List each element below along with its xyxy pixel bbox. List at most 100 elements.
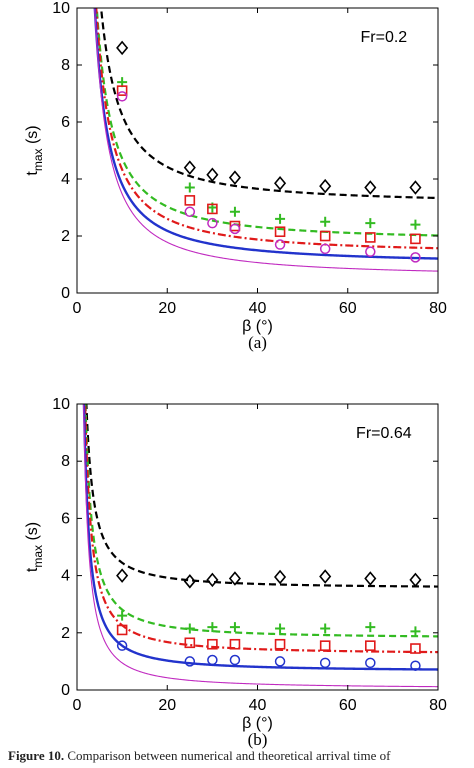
panel-b-annotation: Fr=0.64 [356,425,412,442]
panel-b-ytick-label: 2 [61,625,70,642]
panel-a-series-2-point [410,233,421,245]
panel-b-xtick-label: 0 [73,697,82,714]
panel-b-series-2-point [229,638,241,650]
panel-a-xtick-label: 20 [158,300,176,317]
panel-a-series-1-point [229,206,240,217]
panel-b-series-1-point [229,622,240,633]
panel-a-series-4-curve [94,8,438,272]
panel-a-series-0-point [228,170,241,185]
panel-b-series-1-curve [84,404,438,638]
panel-b-series-3-point [410,660,421,671]
panel-b-series-3-point [184,656,196,667]
panel-b-series-2-point [116,624,128,636]
caption-text: Comparison between numerical and theoret… [64,748,391,763]
panel-b-ylabel-unit: (s) [24,522,41,545]
panel-b-series-0-point [409,572,422,588]
panel-b-ylabel-main: t [24,567,41,572]
panel-a-series-2-point [207,203,218,215]
panel-a-series-2-point [365,232,376,243]
panel-a-series-4-point [274,239,286,250]
panel-b: 0 20 40 60 80 0 2 4 6 8 10 β (°) tmax (s) (b) Fr=0.64 [24,396,447,749]
panel-a-series-2-point [319,230,331,242]
panel-b-series-0-point [364,571,377,586]
panel-b-ytick-label: 8 [61,453,70,470]
panel-b-xtick-label: 20 [158,697,176,714]
panel-a-series-0-point [116,40,129,56]
panel-b-xtick-label: 60 [339,697,357,714]
panel-a-series-1-point [410,219,421,230]
panel-a-series-1-point [275,213,286,224]
panel-b-xtick-label: 40 [249,697,267,714]
panel-b-series-0-point [319,569,332,584]
panel-a-series-4-point [410,252,421,263]
panel-a-series-4-point [116,91,128,102]
panel-b-series-4-curve [83,404,438,688]
panel-a-series-1-point [365,218,376,229]
panel-a-series-0-point [274,176,287,191]
panel-b-series-0-point [116,568,129,583]
panel-a-series-2-point [116,85,128,96]
caption-prefix: Figure 10. [8,748,65,763]
panel-b-series-3-point [365,657,376,669]
panel-a-series-0-point [183,160,196,175]
panel-a-ytick-label: 0 [61,285,70,302]
panel-a-series-2-point [184,195,196,206]
panel-b-series-2-point [410,643,421,654]
panel-b-ytick-label: 4 [61,568,70,585]
panel-a-series-4-point [207,217,218,229]
panel-b-ylabel-sub: max [31,545,45,568]
panel-b-ytick-label: 6 [61,510,70,527]
panel-a-series-2-point [229,220,241,232]
panel-b-series-3-point [274,656,286,667]
panel-b-series-2-point [207,638,218,650]
panel-b-series-3-point [229,654,241,666]
panel-b-series-0-point [183,574,196,589]
panel-b-series-1-point [117,610,128,621]
panel-b-series-2-point [184,637,196,649]
panel-a-series-1-curve [95,8,438,237]
panel-b-panel-label: (b) [248,730,268,749]
panel-b-series-3-point [116,640,128,651]
panel-b-series-2-curve [83,404,438,654]
panel-b-series-1-point [275,623,286,634]
panel-b-series-2-point [274,638,286,650]
panel-a-ylabel: tmax (s) [24,125,45,175]
panel-b-series-1-point [207,622,218,633]
panel-a-series-4-point [184,206,196,218]
panel-a-series-4-point [319,243,331,255]
panel-b-series-3-point [319,657,331,669]
panel-a-ylabel-unit: (s) [24,125,41,148]
panel-a-series-4-point [229,223,241,235]
panel-a-plot-area [93,8,438,272]
panel-b-series-1-point [320,623,331,634]
panel-b-ytick-label: 0 [61,682,70,699]
panel-a-series-0-curve [100,8,438,200]
panel-b-series-3-curve [82,404,438,671]
panel-a-series-0-point [409,180,422,195]
panel-b-series-3-point [207,654,218,666]
panel-b-series-1-point [184,623,195,634]
panel-b-series-0-point [206,572,219,588]
panel-b-series-0-curve [85,404,438,588]
panel-a-ylabel-main: t [24,171,41,176]
panel-b-series-0-point [228,571,241,586]
panel-a: 0 20 40 60 80 0 2 4 6 8 10 β (°) tmax (s) (a) Fr=0.2 [24,0,447,352]
panel-b-axes-box [76,403,439,691]
panel-a-series-0-point [206,167,219,182]
panel-a-ytick-label: 4 [61,171,70,188]
panel-b-series-1-point [365,622,376,633]
panel-a-xlabel: β (°) [242,318,273,335]
panel-a-series-2-curve [95,8,438,250]
panel-b-series-2-point [319,640,331,651]
panel-b-series-0-point [274,569,287,585]
panel-a-xtick-label: 0 [73,300,82,317]
panel-a-xtick-label: 60 [339,300,357,317]
panel-a-series-4-point [365,246,376,257]
panel-a-annotation: Fr=0.2 [361,29,408,46]
panel-a-ytick-label: 6 [61,114,70,131]
panel-a-series-1-point [320,216,331,227]
panel-b-series-1-point [410,626,421,637]
panel-a-panel-label: (a) [248,333,267,352]
panel-b-ytick-label: 10 [52,396,70,413]
